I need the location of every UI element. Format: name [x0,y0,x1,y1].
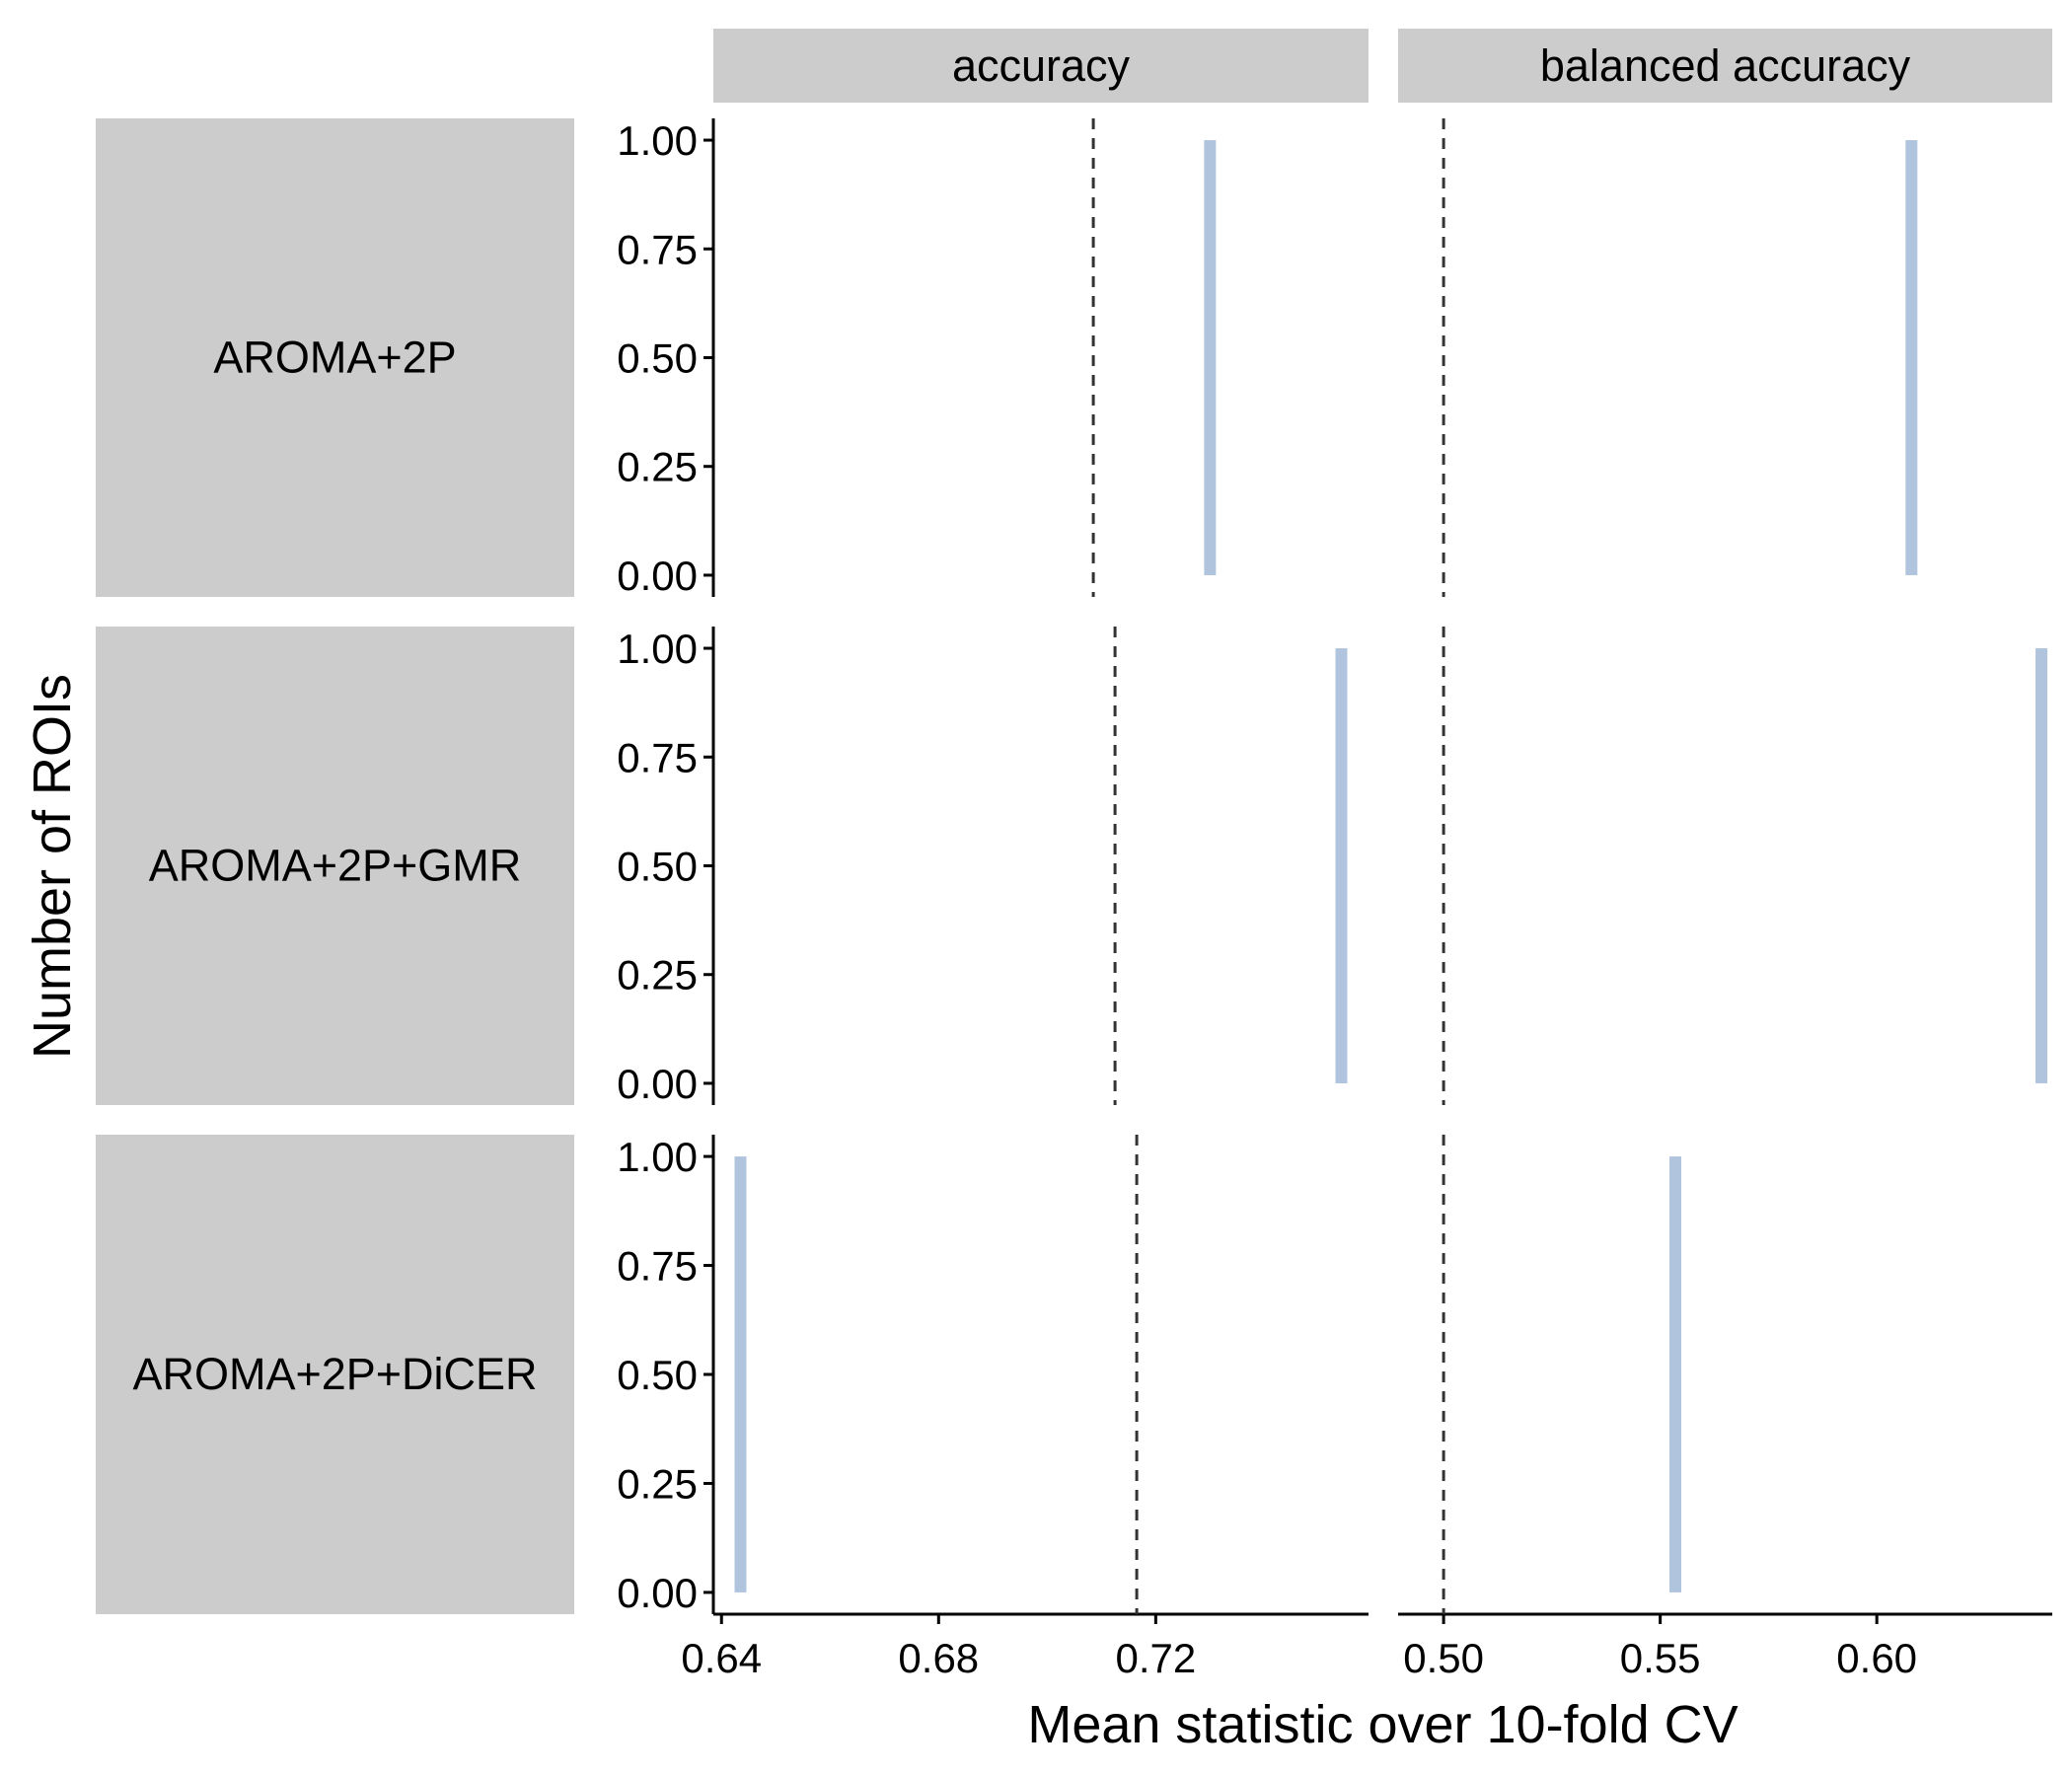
row-strip-label: AROMA+2P+GMR [149,841,522,891]
x-axis-title: Mean statistic over 10-fold CV [1027,1695,1738,1754]
x-tick-label: 0.64 [681,1635,762,1681]
column-strip-1 [1398,29,2052,103]
y-tick-label: 0.00 [617,1570,698,1616]
y-tick-label: 0.00 [617,1061,698,1107]
y-tick-label: 0.50 [617,335,698,382]
y-tick-label: 0.50 [617,844,698,890]
histogram-bar [734,1156,747,1592]
y-tick-label: 0.50 [617,1352,698,1398]
column-strip-label: accuracy [952,40,1131,91]
y-tick-label: 1.00 [617,1134,698,1180]
y-tick-label: 0.25 [617,1460,698,1507]
row-strip-1 [96,627,574,1105]
histogram-bar [1669,1156,1682,1592]
column-strip-label: balanced accuracy [1540,40,1911,91]
row-strip-0 [96,118,574,597]
y-axis-title: Number of ROIs [23,674,82,1059]
row-strip-label: AROMA+2P+DiCER [132,1349,537,1399]
histogram-bar [1335,648,1348,1083]
histogram-bar [2035,648,2048,1083]
x-tick-label: 0.60 [1836,1635,1917,1681]
histogram-bar [1204,140,1217,575]
y-tick-label: 0.00 [617,553,698,599]
y-tick-label: 0.25 [617,444,698,490]
y-tick-label: 0.75 [617,226,698,272]
histogram-bar [1905,140,1918,575]
y-tick-label: 1.00 [617,626,698,672]
x-tick-label: 0.68 [898,1635,979,1681]
column-strip-0 [713,29,1369,103]
y-tick-label: 0.75 [617,734,698,780]
y-tick-label: 0.25 [617,952,698,999]
y-tick-label: 1.00 [617,117,698,164]
y-tick-label: 0.75 [617,1243,698,1290]
row-strip-2 [96,1135,574,1614]
row-strip-label: AROMA+2P [213,333,456,383]
x-tick-label: 0.55 [1620,1635,1701,1681]
x-tick-label: 0.50 [1403,1635,1484,1681]
x-tick-label: 0.72 [1115,1635,1196,1681]
